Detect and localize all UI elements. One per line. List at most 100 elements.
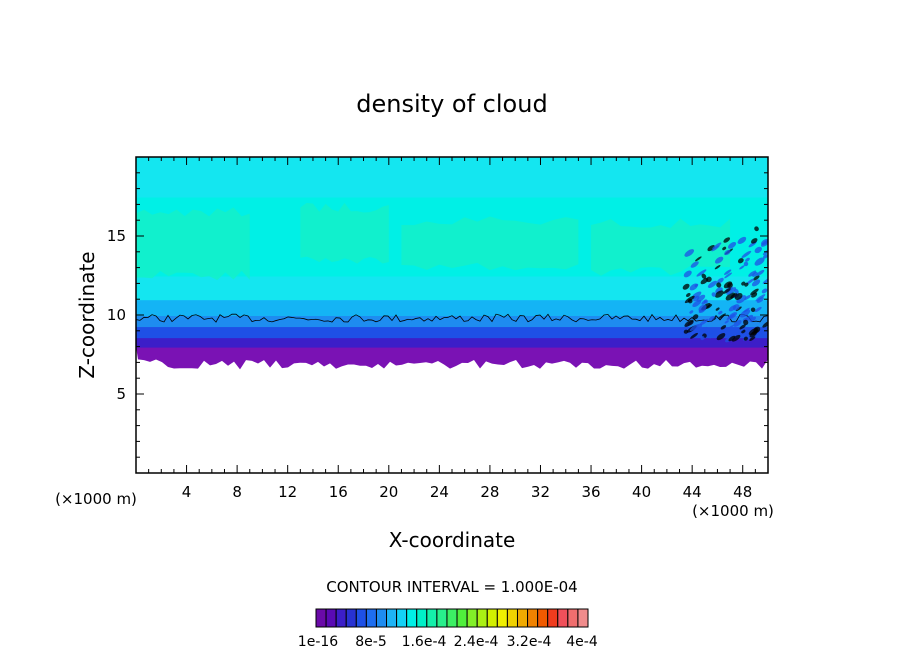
plume-cell	[762, 249, 768, 256]
plume-cell	[756, 269, 765, 276]
y-axis-label: Z-coordinate	[75, 251, 99, 378]
colorbar-swatch	[456, 608, 468, 628]
colorbar-swatch	[537, 608, 549, 628]
colorbar-swatch	[426, 608, 438, 628]
density-band	[136, 315, 768, 328]
colorbar-labels: 1e-16 8e-5 1.6e-4 2.4e-4 3.2e-4 4e-4	[298, 634, 598, 650]
colorbar	[315, 608, 589, 628]
plume-cell	[714, 290, 724, 298]
plume-cell	[690, 261, 699, 268]
y-axis-unit: (×1000 m)	[55, 490, 137, 508]
colorbar-swatch	[386, 608, 398, 628]
plume-cell	[692, 295, 700, 302]
y-tick-label: 15	[107, 227, 126, 245]
plume-cell	[690, 332, 698, 339]
contour-interval-label: CONTOUR INTERVAL = 1.000E-04	[326, 578, 577, 596]
plume-cell	[744, 294, 751, 301]
plume-cell	[754, 226, 759, 232]
colorbar-swatch	[466, 608, 478, 628]
plume-cell	[718, 313, 726, 319]
colorbar-label: 2.4e-4	[454, 634, 499, 650]
plume-cell	[718, 310, 723, 315]
plume-cell	[750, 288, 759, 296]
plume-cell	[723, 237, 731, 243]
colorbar-swatch	[315, 608, 327, 628]
plume-cell	[716, 282, 722, 288]
colorbar-label: 1e-16	[298, 634, 338, 650]
colorbar-label: 8e-5	[355, 634, 386, 650]
plume-cell	[743, 307, 750, 313]
plume-cell	[717, 277, 724, 284]
colorbar-swatch	[547, 608, 559, 628]
colorbar-swatch	[527, 608, 539, 628]
plume-cell	[726, 325, 734, 330]
colorbar-swatch	[406, 608, 418, 628]
plume-cell	[744, 282, 749, 287]
plume-cell	[684, 319, 694, 327]
plume-cell	[756, 297, 764, 303]
plume-cell	[739, 265, 745, 270]
plume-cell	[733, 320, 742, 327]
plume-cell	[734, 293, 743, 300]
plume-cell	[752, 272, 758, 277]
plume-cell	[712, 329, 718, 334]
plume-cell	[761, 238, 768, 246]
plume-cell	[692, 300, 702, 308]
chart-title: density of cloud	[356, 90, 547, 118]
plume-cell	[685, 293, 691, 298]
plume-cell	[689, 310, 694, 314]
plume-cell	[739, 324, 746, 330]
plume-cell	[716, 333, 726, 341]
colorbar-swatch	[486, 608, 498, 628]
plume-cell	[700, 336, 705, 341]
plume-cell	[701, 300, 707, 305]
density-patch	[136, 207, 250, 281]
colorbar-swatch	[567, 608, 579, 628]
plume-cell	[735, 327, 745, 335]
x-tick-label: 44	[683, 483, 702, 501]
plume-cell	[748, 270, 757, 277]
plume-cell	[684, 249, 695, 257]
plume-cell	[731, 334, 741, 342]
density-patch	[401, 216, 579, 271]
colorbar-swatch	[416, 608, 428, 628]
x-axis-label: X-coordinate	[389, 528, 516, 552]
plume-cell	[683, 270, 692, 278]
plume-cell	[720, 325, 727, 330]
plume-cell	[763, 254, 768, 259]
x-tick-label: 48	[733, 483, 752, 501]
plume-cell	[743, 261, 749, 267]
colorbar-swatch	[577, 608, 589, 628]
cloud-density-field	[136, 157, 768, 370]
density-band	[136, 326, 768, 339]
colorbar-swatch	[396, 608, 408, 628]
colorbar-swatch	[557, 608, 569, 628]
plume-cell	[754, 257, 765, 266]
plume-cell	[727, 282, 733, 288]
plume-cell	[748, 327, 758, 336]
plume-cell	[695, 256, 702, 262]
plume-cell	[739, 309, 751, 318]
plume-cell	[745, 257, 750, 262]
plume-cell	[699, 326, 708, 334]
plume-cell	[722, 246, 727, 251]
plume-cell	[701, 273, 707, 279]
y-tick-label: 5	[116, 385, 126, 403]
plume-cell	[749, 316, 756, 322]
plume-cell	[751, 279, 761, 287]
density-patch	[591, 218, 731, 276]
plume-cell	[741, 250, 752, 259]
plume-cell	[724, 320, 729, 324]
plume-cell	[754, 246, 762, 254]
colorbar-swatch	[355, 608, 367, 628]
plume-cell	[724, 249, 731, 256]
plume-cell	[728, 335, 736, 342]
density-band	[136, 346, 768, 370]
colorbar-swatch	[345, 608, 357, 628]
x-axis-unit: (×1000 m)	[692, 502, 774, 520]
x-tick-label: 24	[430, 483, 449, 501]
plume-cell	[707, 280, 718, 288]
plume-cell	[751, 238, 758, 244]
density-band	[136, 299, 768, 316]
